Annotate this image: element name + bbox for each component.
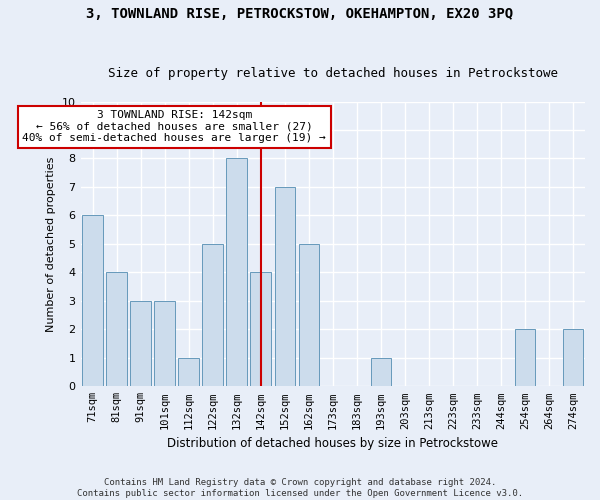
Bar [299, 244, 319, 386]
Text: 3 TOWNLAND RISE: 142sqm
← 56% of detached houses are smaller (27)
40% of semi-de: 3 TOWNLAND RISE: 142sqm ← 56% of detache… [22, 110, 326, 143]
Title: Size of property relative to detached houses in Petrockstowe: Size of property relative to detached ho… [108, 66, 558, 80]
Bar [250, 272, 271, 386]
Bar [515, 330, 535, 386]
X-axis label: Distribution of detached houses by size in Petrockstowe: Distribution of detached houses by size … [167, 437, 498, 450]
Bar [275, 187, 295, 386]
Bar [202, 244, 223, 386]
Text: 3, TOWNLAND RISE, PETROCKSTOW, OKEHAMPTON, EX20 3PQ: 3, TOWNLAND RISE, PETROCKSTOW, OKEHAMPTO… [86, 8, 514, 22]
Bar [106, 272, 127, 386]
Text: Contains HM Land Registry data © Crown copyright and database right 2024.
Contai: Contains HM Land Registry data © Crown c… [77, 478, 523, 498]
Bar [226, 158, 247, 386]
Bar [371, 358, 391, 386]
Bar [178, 358, 199, 386]
Bar [154, 301, 175, 386]
Bar [130, 301, 151, 386]
Bar [563, 330, 583, 386]
Y-axis label: Number of detached properties: Number of detached properties [46, 156, 56, 332]
Bar [82, 216, 103, 386]
